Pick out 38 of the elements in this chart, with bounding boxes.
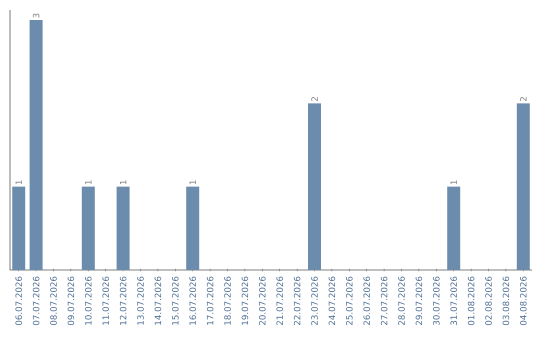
- x-tick-label: 31.07.2026: [450, 276, 457, 325]
- x-tick-label: 16.07.2026: [189, 276, 196, 325]
- data-label: 1: [450, 180, 457, 184]
- x-tick-label: 11.07.2026: [102, 276, 109, 325]
- x-tick-label: 03.08.2026: [502, 276, 510, 326]
- data-label: 2: [311, 97, 318, 102]
- x-tick-label: 13.07.2026: [137, 276, 144, 325]
- x-tick-label: 23.07.2026: [311, 276, 318, 326]
- data-label: 2: [520, 97, 527, 102]
- x-tick-label: 17.07.2026: [206, 276, 214, 325]
- x-tick-label: 08.07.2026: [50, 276, 57, 326]
- x-tick-label: 21.07.2026: [276, 276, 283, 326]
- data-label: 1: [85, 180, 92, 184]
- x-tick-label: 27.07.2026: [380, 276, 388, 326]
- x-tick-label: 25.07.2026: [346, 276, 353, 326]
- data-label: 3: [32, 14, 40, 18]
- x-tick-label: 14.07.2026: [154, 276, 162, 325]
- x-tick-label: 22.07.2026: [294, 276, 300, 326]
- data-label: 1: [120, 180, 126, 184]
- x-tick-label: 12.07.2026: [120, 276, 126, 325]
- x-tick-label: 02.08.2026: [485, 276, 492, 326]
- x-tick-label: 18.07.2026: [224, 276, 231, 325]
- x-tick-label: 09.07.2026: [68, 276, 74, 326]
- data-label: 1: [190, 180, 196, 184]
- x-tick-label: 10.07.2026: [85, 276, 92, 325]
- x-tick-label: 15.07.2026: [172, 276, 179, 325]
- x-tick-label: 30.07.2026: [433, 276, 440, 325]
- x-tick-label: 07.07.2026: [32, 276, 40, 326]
- x-tick-label: 01.08.2026: [468, 276, 474, 326]
- x-tick-label: 28.07.2026: [398, 276, 405, 326]
- x-tick-label: 24.07.2026: [328, 276, 336, 326]
- x-tick-label: 19.07.2026: [242, 276, 248, 325]
- x-tick-label: 26.07.2026: [363, 276, 370, 326]
- x-tick-label: 29.07.2026: [416, 276, 422, 326]
- x-tick-label: 04.08.2026: [520, 276, 527, 326]
- data-label: 1: [16, 180, 22, 184]
- x-tick-label: 06.07.2026: [15, 276, 22, 326]
- x-tick-label: 20.07.2026: [259, 276, 266, 326]
